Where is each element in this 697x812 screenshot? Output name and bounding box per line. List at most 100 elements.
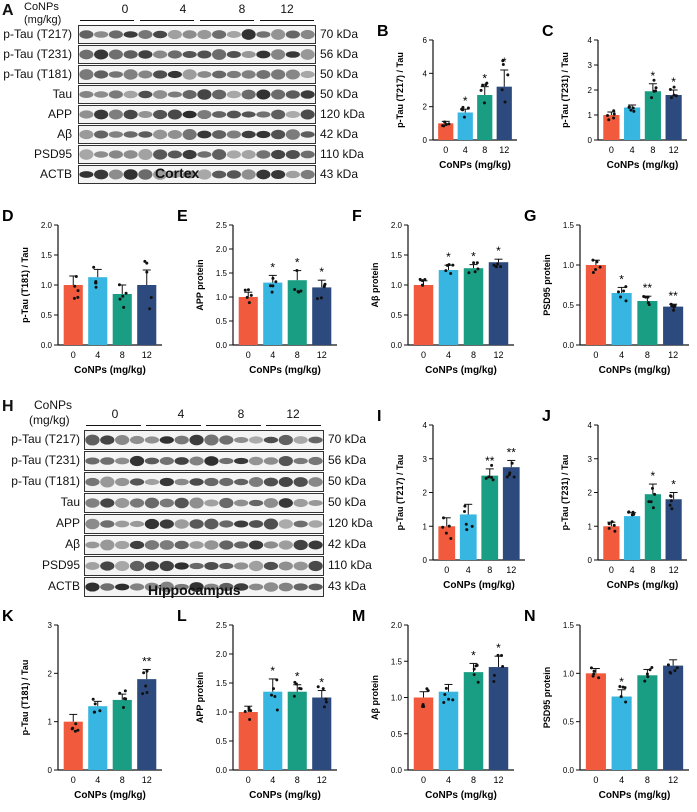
blot-band bbox=[263, 518, 279, 530]
blot-band bbox=[115, 560, 130, 572]
blot-band bbox=[204, 434, 219, 446]
blot-band bbox=[285, 149, 300, 160]
hippo-dose-4: 4 bbox=[177, 407, 185, 421]
data-point bbox=[624, 299, 628, 303]
blot-band bbox=[278, 477, 293, 487]
data-point bbox=[647, 303, 651, 307]
x-tick-label: 4 bbox=[466, 565, 471, 575]
data-point bbox=[606, 113, 610, 117]
blot-band bbox=[167, 171, 182, 178]
blot-band bbox=[234, 478, 249, 486]
data-point bbox=[479, 88, 483, 92]
bar-8 bbox=[287, 280, 307, 345]
blot-band bbox=[153, 169, 168, 180]
blot-band bbox=[197, 50, 212, 59]
hippocampus-region-label: Hippocampus bbox=[148, 582, 241, 598]
blot-band bbox=[241, 111, 256, 118]
data-point bbox=[591, 258, 595, 262]
blot-band bbox=[263, 561, 279, 571]
data-point bbox=[243, 288, 247, 292]
data-point bbox=[669, 494, 673, 498]
data-point bbox=[122, 305, 126, 309]
data-point bbox=[297, 290, 301, 294]
data-point bbox=[670, 507, 674, 511]
blot-band bbox=[226, 31, 241, 38]
data-point bbox=[623, 686, 627, 690]
y-tick-label: 4 bbox=[423, 421, 428, 430]
x-tick-label: 12 bbox=[317, 350, 327, 360]
x-axis-label: CoNPs (mg/kg) bbox=[599, 365, 671, 376]
data-point bbox=[496, 653, 500, 657]
blot-band bbox=[308, 477, 323, 487]
blot-band bbox=[271, 49, 286, 60]
significance-mark: * bbox=[671, 478, 676, 492]
cortex-blot-strip bbox=[78, 45, 316, 64]
blot-band bbox=[300, 150, 315, 159]
data-point bbox=[647, 500, 651, 504]
blot-band bbox=[212, 89, 227, 100]
data-point bbox=[500, 654, 504, 658]
y-tick-label: 4 bbox=[588, 36, 593, 45]
blot-band bbox=[123, 50, 138, 59]
data-point bbox=[650, 486, 654, 490]
blot-band bbox=[219, 477, 234, 487]
y-tick-label: 0 bbox=[588, 136, 593, 145]
blot-band bbox=[79, 30, 94, 39]
blot-band bbox=[182, 149, 197, 160]
blot-band bbox=[79, 69, 94, 80]
data-point bbox=[294, 682, 298, 686]
blot-band bbox=[293, 561, 308, 571]
blot-band bbox=[219, 435, 234, 445]
y-tick-label: 1.0 bbox=[216, 293, 228, 302]
x-tick-label: 8 bbox=[295, 350, 300, 360]
blot-band bbox=[167, 109, 182, 120]
bar-0 bbox=[238, 712, 258, 770]
data-point bbox=[495, 265, 499, 269]
hippo-mgkg-label: (mg/kg) bbox=[29, 413, 70, 427]
blot-band bbox=[212, 149, 227, 160]
data-point bbox=[672, 308, 676, 312]
data-point bbox=[461, 108, 465, 112]
blot-band bbox=[115, 457, 130, 465]
data-point bbox=[269, 284, 273, 288]
cortex-kda-label: 120 kDa bbox=[320, 107, 365, 121]
data-point bbox=[321, 687, 325, 691]
x-tick-label: 4 bbox=[630, 145, 635, 155]
y-tick-label: 0.5 bbox=[563, 301, 575, 310]
y-tick-label: 0 bbox=[48, 766, 53, 775]
data-point bbox=[145, 669, 149, 673]
blot-band bbox=[278, 519, 293, 529]
blot-band bbox=[100, 457, 115, 465]
x-tick-label: 12 bbox=[668, 775, 678, 785]
data-point bbox=[629, 108, 633, 112]
data-point bbox=[248, 718, 252, 722]
bar-4 bbox=[263, 282, 283, 345]
data-point bbox=[503, 100, 507, 104]
blot-band bbox=[174, 519, 189, 529]
blot-band bbox=[308, 499, 323, 507]
bar-8 bbox=[463, 672, 484, 770]
y-tick-label: 2 bbox=[588, 86, 593, 95]
data-point bbox=[650, 96, 654, 100]
y-axis-label: p-Tau (T231) / Tau bbox=[560, 455, 570, 531]
data-point bbox=[616, 290, 620, 294]
x-tick-label: 4 bbox=[630, 565, 635, 575]
data-point bbox=[421, 283, 425, 287]
significance-mark: * bbox=[619, 272, 624, 286]
y-tick-label: 2.0 bbox=[216, 650, 228, 659]
hippo-dose-12: 12 bbox=[286, 407, 300, 421]
blot-band bbox=[308, 583, 323, 591]
blot-band bbox=[153, 129, 168, 140]
y-tick-label: 2.0 bbox=[391, 621, 403, 630]
y-tick-label: 0.0 bbox=[41, 341, 53, 350]
blot-band bbox=[248, 436, 264, 444]
blot-band bbox=[197, 89, 212, 100]
data-point bbox=[591, 270, 595, 274]
blot-band bbox=[167, 70, 182, 79]
blot-band bbox=[108, 109, 123, 120]
blot-band bbox=[248, 456, 264, 466]
x-axis-label: CoNPs (mg/kg) bbox=[425, 790, 497, 801]
y-tick-label: 0.0 bbox=[216, 766, 228, 775]
data-point bbox=[607, 526, 611, 530]
x-tick-label: 8 bbox=[645, 775, 650, 785]
